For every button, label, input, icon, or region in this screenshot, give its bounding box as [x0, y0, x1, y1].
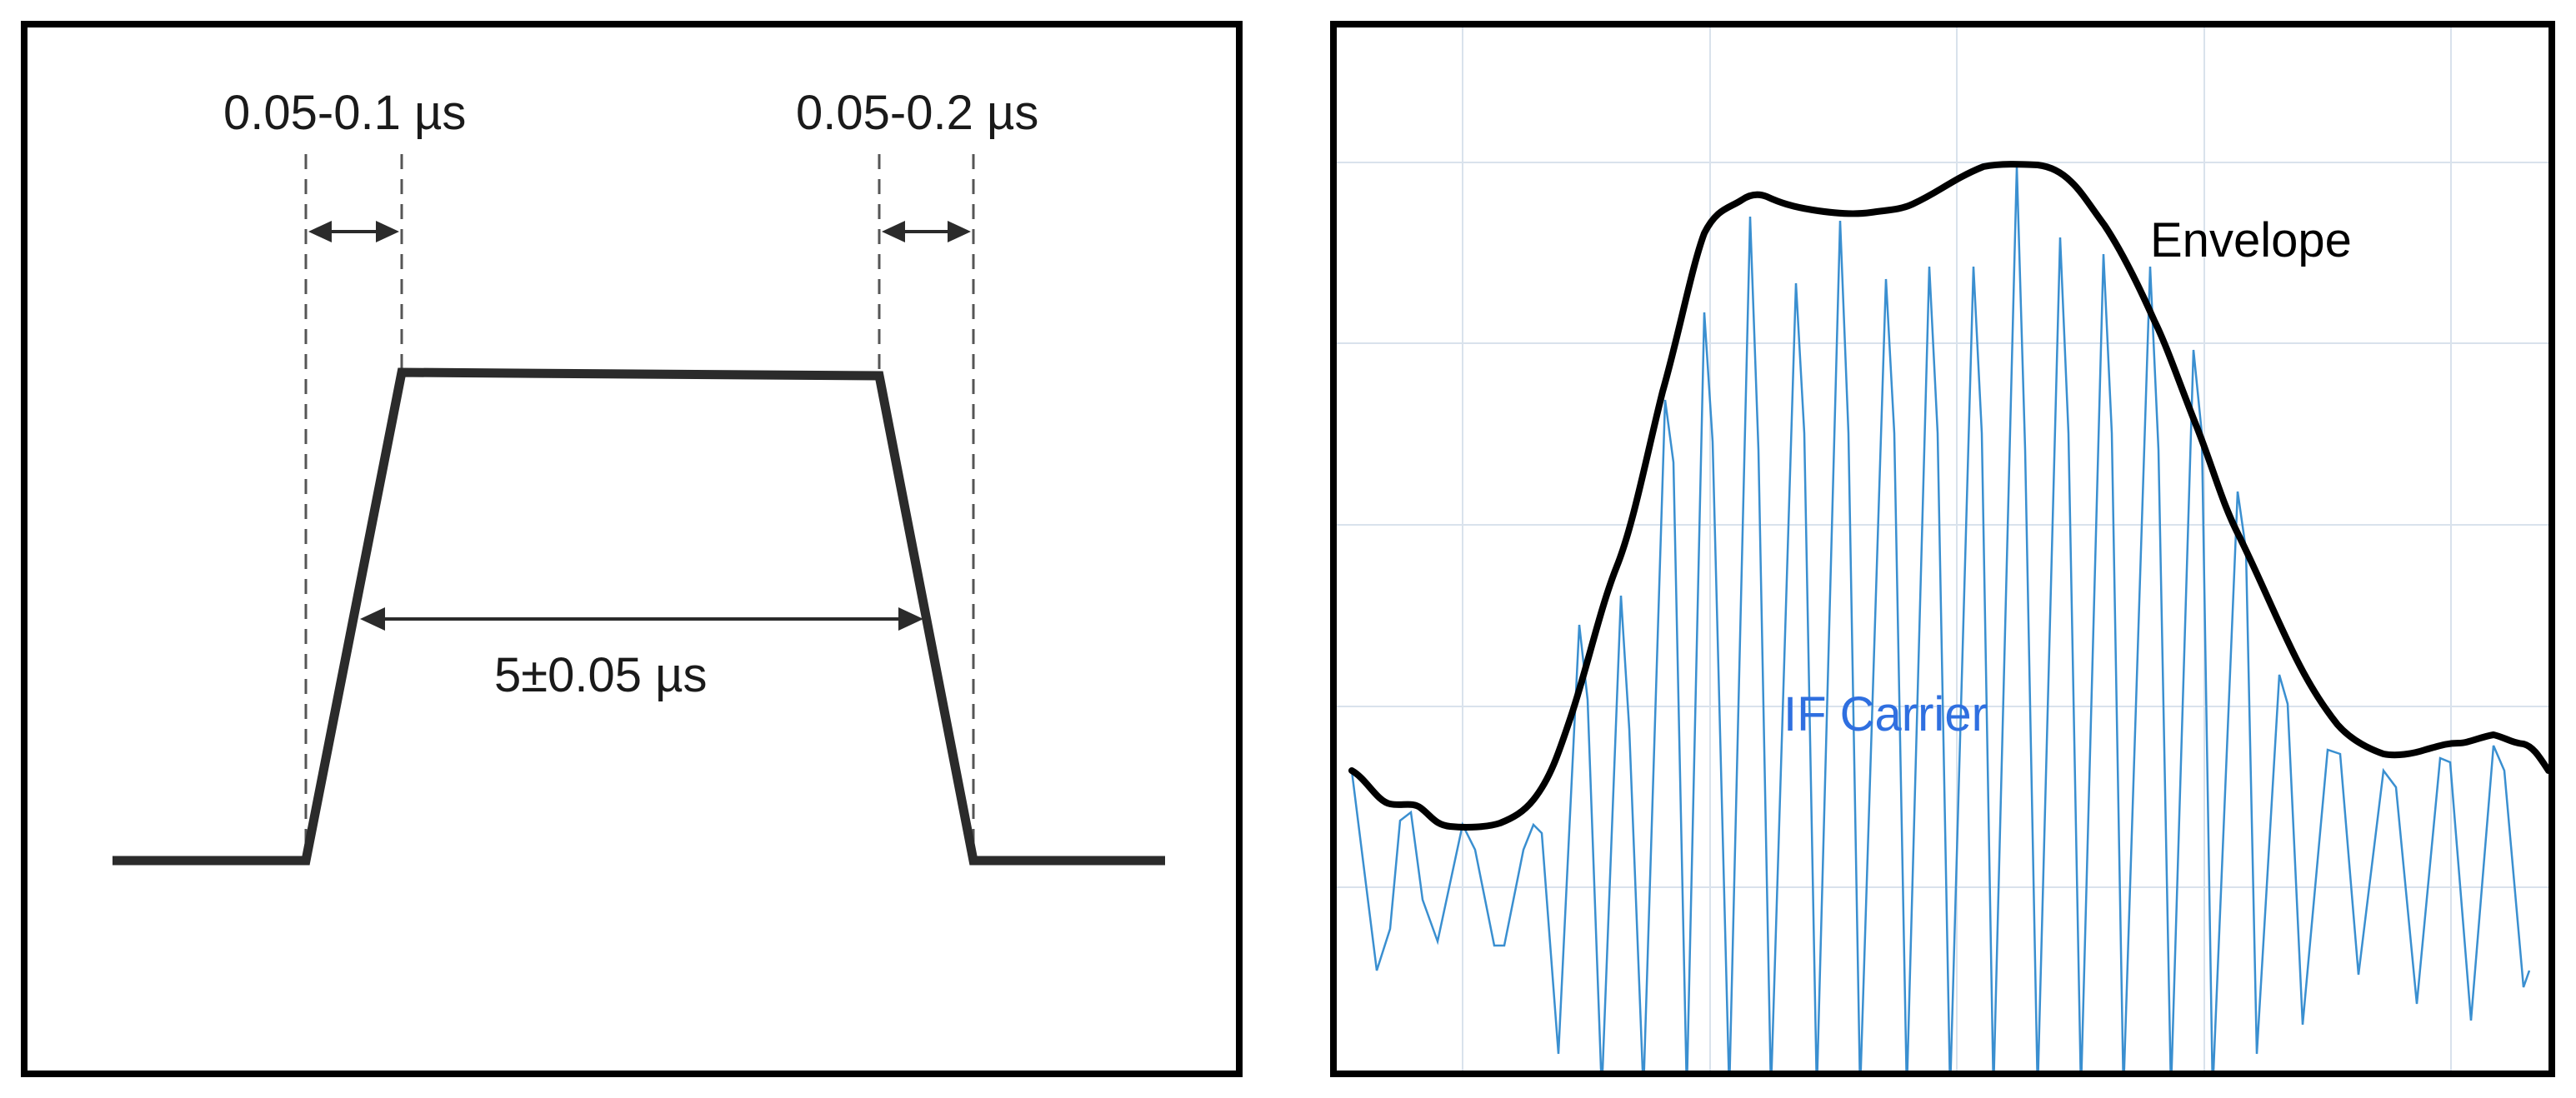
pulse-width-label: 5±0.05 µs: [494, 648, 708, 702]
rise-time-label: 0.05-0.1 µs: [223, 86, 466, 140]
rise-time-arrow: [308, 221, 399, 242]
envelope-label: Envelope: [2150, 213, 2352, 267]
right-panel-frame-bg: [1333, 24, 2552, 1074]
if-carrier-waveform: [1350, 166, 2531, 1071]
if-carrier-label: IF Carrier: [1783, 687, 1988, 741]
fall-time-arrow: [882, 221, 971, 242]
fall-time-label: 0.05-0.2 µs: [796, 86, 1038, 140]
timing-guide-lines: [304, 154, 975, 858]
envelope-curve: [1348, 161, 2548, 831]
trapezoid-pulse: [113, 367, 1165, 866]
right-panel-frame: [1330, 21, 2555, 1077]
pulse-width-arrow: [360, 607, 923, 631]
left-panel-frame: [21, 21, 1243, 1077]
envelope-carrier-panel: Envelope IF Carrier: [1330, 21, 2555, 1077]
pulse-shape-panel: 0.05-0.1 µs 0.05-0.2 µs 5±0.05 µs: [21, 21, 1243, 1077]
